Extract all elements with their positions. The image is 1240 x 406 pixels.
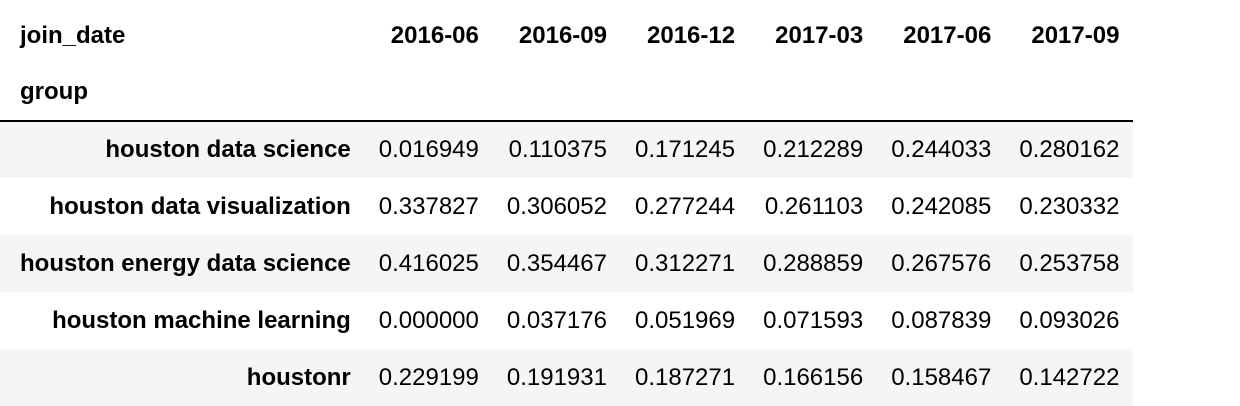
table-cell: 0.280162 (1019, 136, 1120, 163)
index-name-row: group (0, 64, 1134, 122)
table-cell: 0.000000 (378, 306, 479, 334)
table-cell: 0.093026 (1019, 306, 1120, 334)
index-name: group (0, 64, 365, 122)
column-axis-name: join_date (20, 22, 126, 49)
table-cell: 0.191931 (506, 363, 607, 391)
table-cell: 0.337827 (378, 192, 479, 220)
column-header: 2016-12 (647, 22, 736, 49)
table-cell: 0.187271 (634, 363, 736, 391)
column-header: 2017-09 (1031, 22, 1120, 49)
table-cell: 0.354467 (506, 249, 607, 277)
table-cell: 0.261103 (764, 192, 864, 220)
table-cell: 0.416025 (378, 249, 479, 277)
row-label: houston energy data science (20, 249, 351, 277)
table-cell: 0.087839 (891, 306, 992, 334)
table-cell: 0.171245 (634, 136, 736, 163)
column-header: 2017-06 (903, 22, 992, 49)
table-cell: 0.158467 (891, 363, 992, 391)
table-row: houston data visualization 0.337827 0.30… (0, 178, 1133, 235)
empty-header-cell (1005, 64, 1134, 122)
empty-header-cell (749, 64, 878, 122)
table-cell: 0.242085 (891, 192, 992, 220)
table-row: houston energy data science 0.416025 0.3… (0, 235, 1134, 292)
table-cell: 0.142722 (1019, 363, 1120, 391)
column-header: 2016-09 (518, 22, 607, 49)
table-cell: 0.230332 (1019, 192, 1120, 220)
table-cell: 0.306052 (506, 192, 607, 220)
table-row: houston data science 0.016949 0.110375 0… (0, 121, 1134, 178)
empty-header-cell (620, 64, 750, 122)
table-cell: 0.277244 (634, 192, 736, 220)
empty-header-cell (877, 64, 1006, 122)
table-cell: 0.229199 (378, 363, 479, 391)
column-header-row: join_date 2016-06 2016-09 2016-12 2017-0… (0, 8, 1133, 64)
table-cell: 0.110375 (508, 136, 607, 163)
table-cell: 0.267576 (891, 249, 992, 277)
table-cell: 0.166156 (763, 363, 864, 391)
table-cell: 0.016949 (378, 136, 479, 163)
row-label: houstonr (246, 363, 351, 391)
table-cell: 0.312271 (634, 249, 736, 277)
column-header: 2016-06 (390, 22, 479, 49)
pivot-table: join_date 2016-06 2016-09 2016-12 2017-0… (0, 8, 1134, 406)
table-body: houston data science 0.016949 0.110375 0… (0, 121, 1134, 406)
table-row: houstonr 0.229199 0.191931 0.187271 0.16… (0, 349, 1134, 406)
table-header: join_date 2016-06 2016-09 2016-12 2017-0… (0, 8, 1134, 122)
table-cell: 0.037176 (506, 306, 607, 334)
table-cell: 0.253758 (1019, 249, 1120, 277)
table-cell: 0.212289 (763, 136, 864, 163)
empty-header-cell (492, 64, 621, 122)
table-cell: 0.288859 (763, 249, 864, 277)
table-cell: 0.244033 (891, 136, 992, 163)
row-label: houston data science (105, 136, 351, 163)
table-cell: 0.071593 (763, 306, 864, 334)
empty-header-cell (364, 64, 493, 122)
table-cell: 0.051969 (634, 306, 736, 334)
table-row: houston machine learning 0.000000 0.0371… (0, 292, 1133, 349)
column-header: 2017-03 (775, 22, 864, 49)
row-label: houston data visualization (49, 192, 351, 220)
row-label: houston machine learning (52, 306, 351, 334)
